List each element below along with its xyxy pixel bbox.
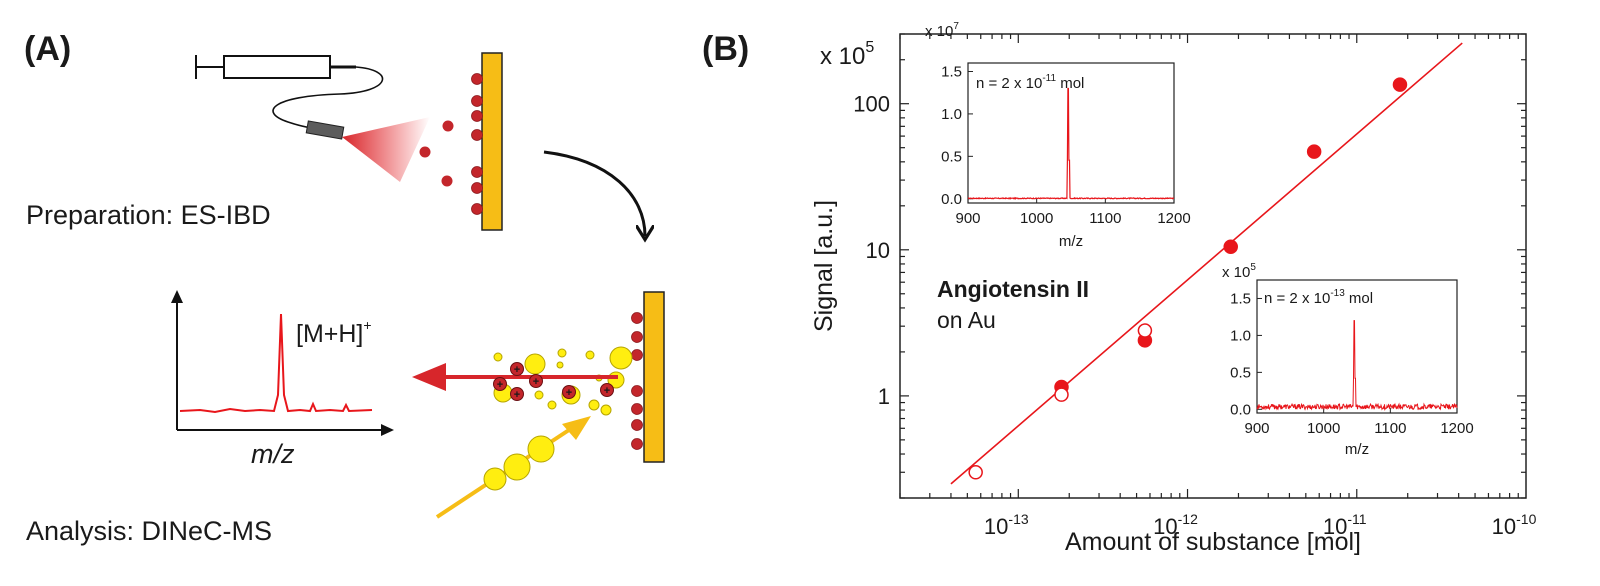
inset-1-title: n = 2 x 10-11 mol <box>976 73 1084 92</box>
main-y-axis-label: Signal [a.u.] <box>810 200 838 332</box>
ion-label: [M+H]+ <box>296 317 372 348</box>
inset-y-tick-label: 0.0 <box>941 191 962 208</box>
inset-y-tick-label: 1.5 <box>1230 290 1251 307</box>
inset-x-tick-label: 1100 <box>1374 420 1406 437</box>
inset-y-tick-label: 0.5 <box>1230 364 1251 381</box>
panel-b-label: (B) <box>702 30 749 68</box>
syringe-icon <box>195 55 384 129</box>
x-tick-label: 10-12 <box>1153 511 1198 539</box>
mini-spectrum: [M+H]+ m/z <box>171 290 394 469</box>
inset-x-tick-label: 1000 <box>1020 210 1053 227</box>
inset-x-tick-label: 1200 <box>1440 420 1473 437</box>
charge-mark: + <box>497 379 503 391</box>
charge-mark: + <box>566 387 572 399</box>
deposited-molecules-prep <box>471 73 483 215</box>
main-scale-label: x 105 <box>820 39 874 70</box>
inset-2-frame <box>1256 279 1458 414</box>
inset-y-tick-label: 0.0 <box>1230 401 1251 418</box>
substrate-analysis <box>643 291 665 463</box>
inset-x-tick-label: 900 <box>1244 420 1269 437</box>
main-plot-frame <box>899 33 1527 499</box>
spray-droplets <box>419 120 454 187</box>
data-point-filled <box>1223 239 1238 254</box>
main-x-axis-label: Amount of substance [mol] <box>1065 528 1361 556</box>
mini-spectrum-xlabel: m/z <box>251 439 295 469</box>
panel-a-label: (A) <box>24 30 71 68</box>
x-tick-label: 10-13 <box>984 511 1029 539</box>
compound-name: Angiotensin II <box>937 276 1089 302</box>
inset-2-trace <box>1256 320 1458 412</box>
data-point-filled <box>1306 144 1322 159</box>
inset-x-tick-label: 1100 <box>1089 210 1121 227</box>
spray-plume <box>342 117 430 182</box>
inset-x-tick-label: 1200 <box>1157 210 1190 227</box>
data-point-filled <box>1392 77 1408 92</box>
inset-y-tick-label: 1.0 <box>941 106 962 123</box>
inset-x-tick-label: 900 <box>955 210 980 227</box>
inset-y-tick-label: 1.5 <box>941 63 962 80</box>
cluster-beam <box>435 416 591 519</box>
inset-y-tick-label: 1.0 <box>1230 327 1251 344</box>
charge-mark: + <box>514 364 520 376</box>
substrate-label: on Au <box>937 307 996 333</box>
substrate-prep <box>481 52 503 231</box>
analysis-caption: Analysis: DINeC-MS <box>26 516 272 546</box>
inset-spectrum-2: x 105 n = 2 x 10-13 mol 900 1000 1100 1200 0… <box>1222 262 1474 458</box>
x-tick-label: 10-11 <box>1323 511 1367 539</box>
inset-2-xlabel: m/z <box>1345 441 1369 458</box>
inset-1-trace <box>968 87 1175 200</box>
y-tick-label: 1 <box>878 384 890 409</box>
inset-x-tick-label: 1000 <box>1307 420 1340 437</box>
data-point-open <box>1137 323 1153 338</box>
inset-2-scale: x 105 <box>1222 262 1256 281</box>
charge-mark: + <box>514 389 520 401</box>
charge-mark: + <box>533 376 539 388</box>
inset-y-tick-label: 0.5 <box>941 148 962 165</box>
inset-1-frame <box>967 62 1175 204</box>
inset-spectrum-1: x 107 n = 2 x 10-11 mol 900 1000 1100 1200 0… <box>925 21 1191 250</box>
transfer-arrow <box>543 150 645 236</box>
main-chart: 10-13 10-12 10-11 10-10 1 10 100 Amount of sub… <box>810 33 1537 556</box>
x-tick-label: 10-10 <box>1492 511 1537 539</box>
emitter-needle <box>305 117 430 182</box>
mini-spectrum-trace <box>179 313 373 414</box>
neutral-clusters <box>493 346 633 416</box>
y-tick-label: 100 <box>853 92 890 117</box>
inset-1-xlabel: m/z <box>1059 233 1083 250</box>
inset-2-title: n = 2 x 10-13 mol <box>1264 288 1373 307</box>
data-point-open <box>1054 387 1069 402</box>
y-tick-label: 10 <box>866 238 890 263</box>
preparation-caption: Preparation: ES-IBD <box>26 200 271 230</box>
data-point-open <box>968 465 983 480</box>
inset-1-scale: x 107 <box>925 21 959 40</box>
ion-ejection-arrow <box>412 363 618 391</box>
deposited-molecules-analysis <box>631 312 643 450</box>
fit-line <box>950 42 1463 485</box>
charge-mark: + <box>604 385 610 397</box>
ionized-molecules: + + + + + + <box>493 362 614 401</box>
